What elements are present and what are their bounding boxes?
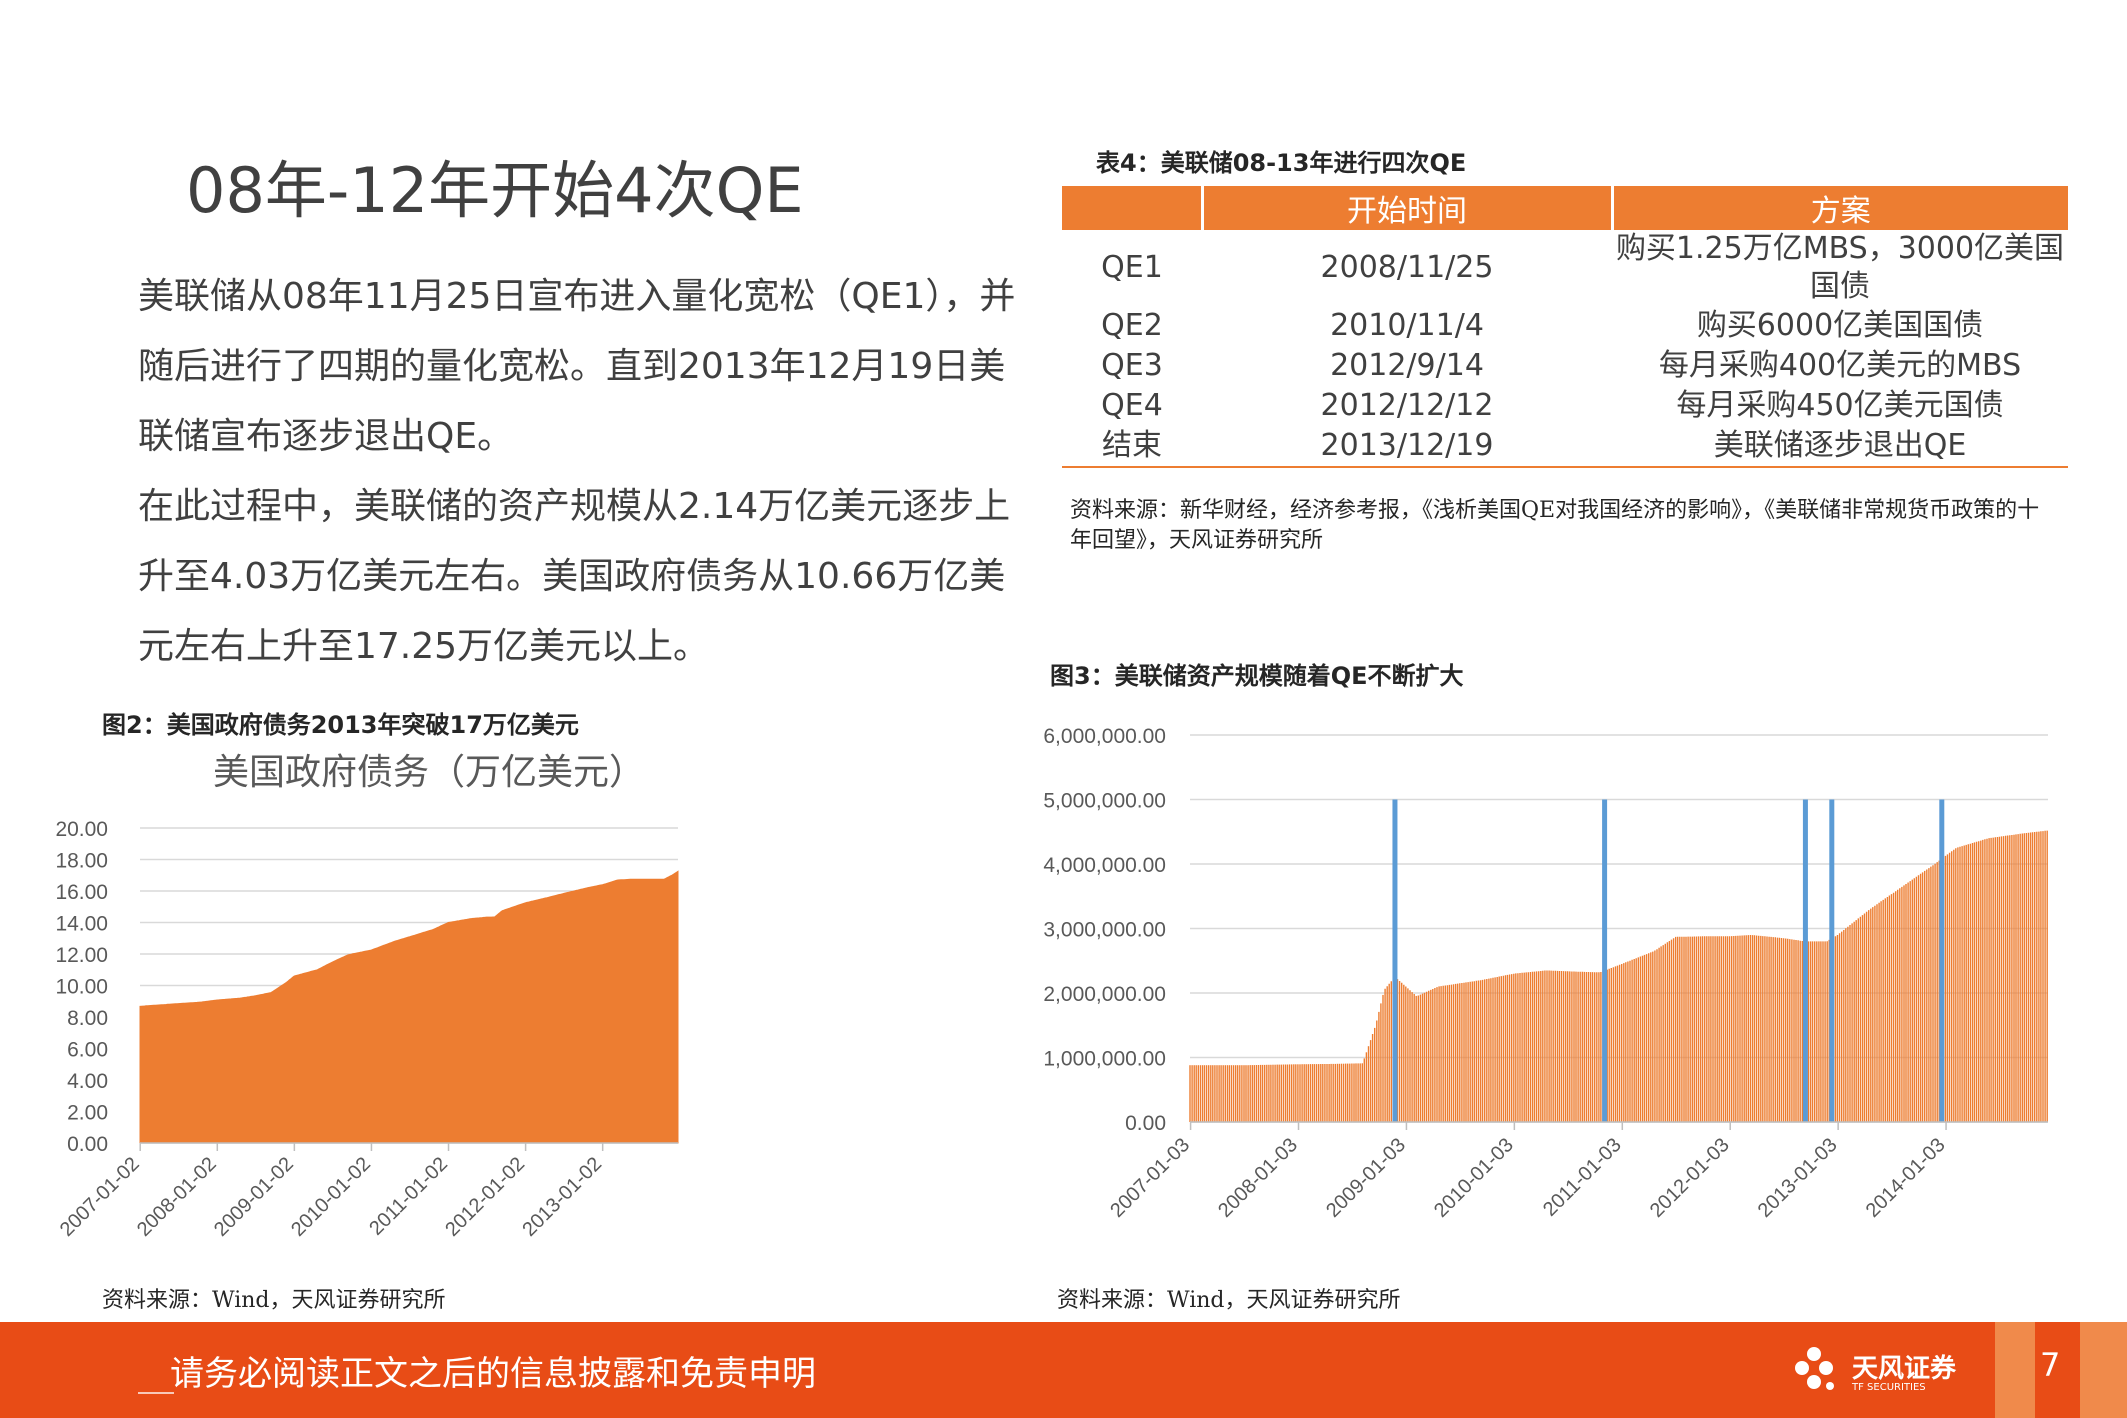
y-tick-label: 14.00 — [55, 913, 108, 936]
table-cell: 购买1.25万亿MBS，3000亿美国国债 — [1615, 231, 2065, 304]
table-row: QE2 2010/11/4 购买6000亿美国国债 — [1062, 306, 2068, 346]
table-cell: QE1 — [1101, 250, 1163, 285]
table-source: 资料来源：新华财经，经济参考报，《浅析美国QE对我国经济的影响》，《美联储非常规… — [1070, 498, 2040, 553]
chart-title: 美国政府债务（万亿美元） — [213, 751, 645, 792]
x-tick-label: 2009-01-02 — [210, 1153, 298, 1241]
qe-table: 开始时间 方案 QE1 2008/11/25 购买1.25万亿MBS，3000亿… — [1062, 186, 2068, 468]
x-tick-label: 2008-01-03 — [1214, 1134, 1302, 1222]
footer-divider — [138, 1392, 174, 1394]
table-cell: 每月采购450亿美元国债 — [1676, 388, 2004, 423]
footer-accent-panel — [1995, 1322, 2035, 1418]
debt-area — [139, 870, 679, 1144]
footer-accent-panel — [2080, 1322, 2127, 1418]
table-caption: 表4：美联储08-13年进行四次QE — [1096, 149, 1467, 177]
x-tick-label: 2010-01-02 — [287, 1153, 375, 1241]
x-tick-label: 2013-01-02 — [518, 1153, 606, 1241]
fig2-caption: 图2：美国政府债务2013年突破17万亿美元 — [102, 711, 579, 739]
x-tick-label: 2008-01-02 — [133, 1153, 221, 1241]
table-row: 结束 2013/12/19 美联储逐步退出QE — [1062, 426, 2068, 468]
page-number: 7 — [2040, 1346, 2061, 1384]
body-paragraph-2: 在此过程中，美联储的资产规模从2.14万亿美元逐步上升至4.03万亿美元左右。美… — [138, 486, 1011, 667]
fed-assets-chart: 0.00 1,000,000.00 2,000,000.00 3,000,000.00… — [1043, 725, 2048, 1222]
body-paragraph-1: 美联储从08年11月25日宣布进入量化宽松（QE1），并随后进行了四期的量化宽松… — [138, 276, 1016, 457]
y-tick-label: 3,000,000.00 — [1043, 919, 1166, 942]
table-cell: 2010/11/4 — [1330, 308, 1484, 343]
y-tick-label: 4,000,000.00 — [1043, 854, 1166, 877]
y-tick-label: 0.00 — [67, 1133, 108, 1156]
page-title: 08年-12年开始4次QE — [186, 154, 804, 227]
y-tick-label: 20.00 — [55, 818, 108, 841]
table-cell: 美联储逐步退出QE — [1612, 426, 2068, 468]
x-tick-label: 2007-01-02 — [56, 1153, 144, 1241]
table-row: QE3 2012/9/14 每月采购400亿美元的MBS — [1062, 346, 2068, 386]
x-tick-label: 2007-01-03 — [1106, 1134, 1194, 1222]
table-cell: QE4 — [1101, 388, 1163, 423]
y-tick-label: 2,000,000.00 — [1043, 983, 1166, 1006]
y-tick-label: 16.00 — [55, 881, 108, 904]
y-tick-label: 1,000,000.00 — [1043, 1048, 1166, 1071]
table-cell: QE3 — [1101, 348, 1163, 383]
table-header-cell: 方案 — [1610, 186, 2068, 230]
y-tick-label: 18.00 — [55, 850, 108, 873]
x-tick-label: 2013-01-03 — [1754, 1134, 1842, 1222]
x-tick-label: 2012-01-03 — [1646, 1134, 1734, 1222]
footer-bar — [0, 1322, 2127, 1418]
x-tick-label: 2014-01-03 — [1862, 1134, 1950, 1222]
table-cell: 每月采购400亿美元的MBS — [1658, 348, 2022, 383]
table-cell: 结束 — [1062, 426, 1202, 468]
x-tick-label: 2012-01-02 — [441, 1153, 529, 1241]
table-cell: 2012/12/12 — [1320, 388, 1494, 423]
logo-text: 天风证券 — [1852, 1354, 1957, 1384]
table-row: QE1 2008/11/25 购买1.25万亿MBS，3000亿美国国债 — [1062, 230, 2068, 306]
x-tick-label: 2011-01-02 — [365, 1153, 452, 1240]
x-tick-label: 2009-01-03 — [1322, 1134, 1410, 1222]
y-tick-label: 5,000,000.00 — [1043, 790, 1166, 813]
table-cell: 2008/11/25 — [1320, 250, 1494, 285]
table-row: QE4 2012/12/12 每月采购450亿美元国债 — [1062, 386, 2068, 426]
table-cell: 2013/12/19 — [1202, 426, 1612, 468]
y-tick-label: 0.00 — [1125, 1112, 1166, 1135]
table-header-cell: 开始时间 — [1200, 186, 1612, 230]
table-header-row: 开始时间 方案 — [1062, 186, 2068, 230]
table-cell: QE2 — [1101, 308, 1163, 343]
fig3-caption: 图3：美联储资产规模随着QE不断扩大 — [1050, 662, 1464, 690]
fig3-source: 资料来源：Wind，天风证券研究所 — [1057, 1288, 1401, 1313]
table-cell: 购买6000亿美国国债 — [1696, 308, 1984, 343]
y-tick-label: 10.00 — [55, 976, 108, 999]
disclaimer-notice: 请务必阅读正文之后的信息披露和免责申明 — [170, 1354, 816, 1394]
table-header-cell — [1062, 186, 1202, 230]
y-tick-label: 6,000,000.00 — [1043, 725, 1166, 748]
table-cell: 2012/9/14 — [1330, 348, 1484, 383]
x-tick-label: 2010-01-03 — [1430, 1134, 1518, 1222]
tf-securities-logo-icon — [1795, 1347, 1834, 1390]
fig2-source: 资料来源：Wind，天风证券研究所 — [102, 1288, 446, 1313]
y-tick-label: 2.00 — [67, 1102, 108, 1125]
y-tick-label: 4.00 — [67, 1070, 108, 1093]
y-tick-label: 12.00 — [55, 944, 108, 967]
logo-subtext: TF SECURITIES — [1852, 1382, 1926, 1393]
x-tick-label: 2011-01-03 — [1539, 1134, 1626, 1221]
y-tick-label: 8.00 — [67, 1007, 108, 1030]
y-tick-label: 6.00 — [67, 1039, 108, 1062]
debt-area-chart: 美国政府债务（万亿美元） 0.00 2.00 4.00 6.00 8.00 10.00 12.… — [55, 751, 679, 1241]
body-text: 美联储从08年11月25日宣布进入量化宽松（QE1），并随后进行了四期的量化宽松… — [138, 262, 1018, 682]
